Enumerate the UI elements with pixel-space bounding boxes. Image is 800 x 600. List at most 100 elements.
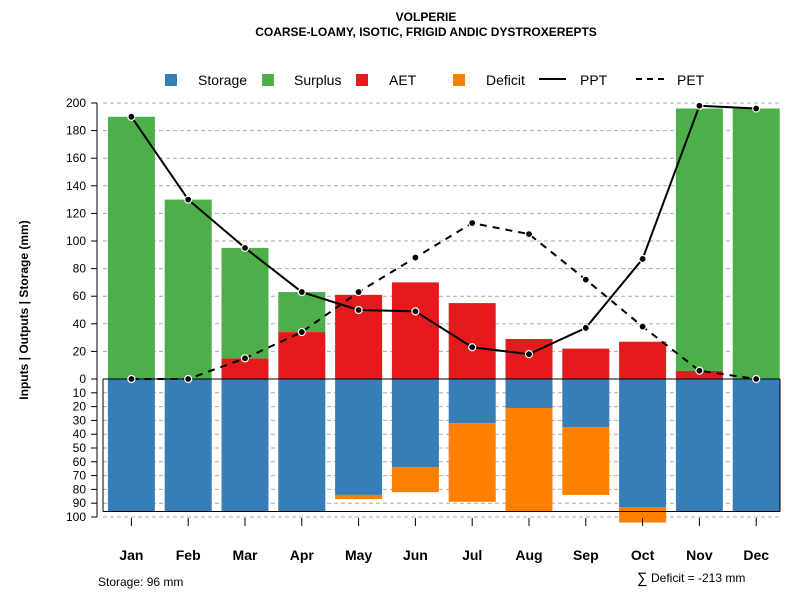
aet-bar [675, 370, 723, 379]
pet-point [297, 327, 306, 337]
storage-bar [675, 379, 723, 512]
surplus-bar [278, 292, 326, 333]
legend-aet-label: AET [389, 72, 417, 88]
ppt-point [127, 112, 136, 121]
ppt-point [354, 305, 363, 315]
legend-surplus-label: Surplus [294, 72, 341, 88]
aet-bar [448, 303, 496, 379]
ppt-line [130, 104, 757, 356]
legend-ppt-label: PPT [580, 72, 608, 88]
aet-bar [562, 348, 610, 379]
y-tick-label: 20 [73, 344, 87, 358]
x-tick-label: Jun [403, 547, 428, 563]
deficit-bar [562, 427, 610, 495]
y-tick-label: 10 [73, 386, 87, 400]
x-tick-label: Oct [631, 547, 655, 563]
deficit-bar [448, 423, 496, 502]
y-tick-label: 0 [79, 372, 86, 386]
pet-point [752, 374, 761, 384]
ppt-point [638, 254, 647, 264]
storage-bar [505, 379, 553, 408]
pet-point [695, 366, 704, 375]
y-tick-label: 200 [66, 96, 86, 110]
x-tick-label: Aug [515, 547, 542, 563]
pet-point [468, 218, 477, 228]
y-tick-label: 60 [73, 455, 87, 469]
storage-bar [278, 379, 326, 512]
y-tick-label: 100 [66, 234, 86, 248]
x-tick-label: Feb [176, 547, 201, 563]
legend-storage-label: Storage [198, 72, 247, 88]
gridlines [103, 102, 780, 518]
pet-point [184, 374, 193, 384]
bars [102, 108, 781, 523]
y-tick-label: 60 [73, 289, 87, 303]
legend-storage-swatch [165, 74, 177, 86]
y-tick-label: 80 [73, 262, 87, 276]
x-axis: Jan Feb Mar Apr May Jun Jul Aug Sep Oct Nov Dec [119, 518, 769, 563]
chart-title: VOLPERIE [396, 10, 457, 24]
y-tick-label: 40 [73, 427, 87, 441]
ppt-point [752, 104, 761, 113]
storage-bar [732, 379, 780, 512]
y-tick-label: 30 [73, 413, 87, 427]
surplus-bar [732, 108, 780, 380]
y-tick-label: 80 [73, 482, 87, 496]
storage-bar [107, 379, 155, 512]
storage-bar [335, 379, 383, 495]
x-tick-label: May [345, 547, 372, 563]
legend-aet-swatch [356, 74, 368, 86]
pet-point [581, 275, 590, 284]
pet-point [354, 287, 363, 297]
aet-bar [505, 338, 553, 379]
surplus-bar [221, 247, 269, 359]
pet-point [411, 253, 420, 262]
pet-point [240, 354, 250, 363]
legend-deficit-swatch [453, 74, 465, 86]
y-tick-label: 100 [66, 510, 86, 524]
storage-bar [448, 379, 496, 424]
x-tick-label: Sep [573, 547, 599, 563]
deficit-bar [505, 407, 553, 512]
y-tick-label: 140 [66, 179, 86, 193]
ppt-point [240, 243, 250, 252]
ppt-point [695, 101, 704, 110]
storage-bar [391, 379, 439, 468]
series-lines [127, 101, 761, 384]
y-tick-label: 180 [66, 124, 86, 138]
y-tick-label: 120 [66, 206, 86, 220]
footer-deficit: Deficit = -213 mm [651, 571, 745, 585]
footer-storage: Storage: 96 mm [98, 575, 183, 589]
storage-bar [221, 379, 269, 512]
chart-subtitle: COARSE-LOAMY, ISOTIC, FRIGID ANDIC DYSTR… [255, 25, 597, 39]
surplus-bar [675, 108, 723, 371]
ppt-point [184, 195, 193, 204]
x-tick-label: Jul [462, 547, 482, 563]
ppt-point [524, 350, 534, 359]
pet-point [524, 230, 534, 239]
deficit-bar [335, 494, 383, 500]
aet-bar [619, 341, 667, 379]
deficit-bar [391, 467, 439, 493]
legend: Storage Surplus AET Deficit PPT PET [165, 72, 705, 88]
y-tick-label: 160 [66, 151, 86, 165]
ppt-point [581, 323, 590, 333]
x-tick-label: Nov [686, 547, 713, 563]
x-tick-label: Apr [290, 547, 315, 563]
x-tick-label: Dec [743, 547, 769, 563]
surplus-bar [164, 199, 212, 379]
storage-bar [562, 379, 610, 428]
ppt-point [411, 307, 420, 316]
legend-deficit-label: Deficit [486, 72, 525, 88]
pet-point [638, 322, 647, 331]
x-tick-label: Jan [119, 547, 143, 563]
legend-surplus-swatch [262, 74, 274, 86]
storage-bar [619, 379, 667, 508]
ppt-point [297, 287, 306, 297]
y-tick-label: 50 [73, 441, 87, 455]
x-tick-label: Mar [233, 547, 258, 563]
ppt-point [468, 343, 477, 352]
legend-pet-label: PET [677, 72, 705, 88]
y-axis-label: Inputs | Outputs | Storage (mm) [17, 220, 31, 399]
